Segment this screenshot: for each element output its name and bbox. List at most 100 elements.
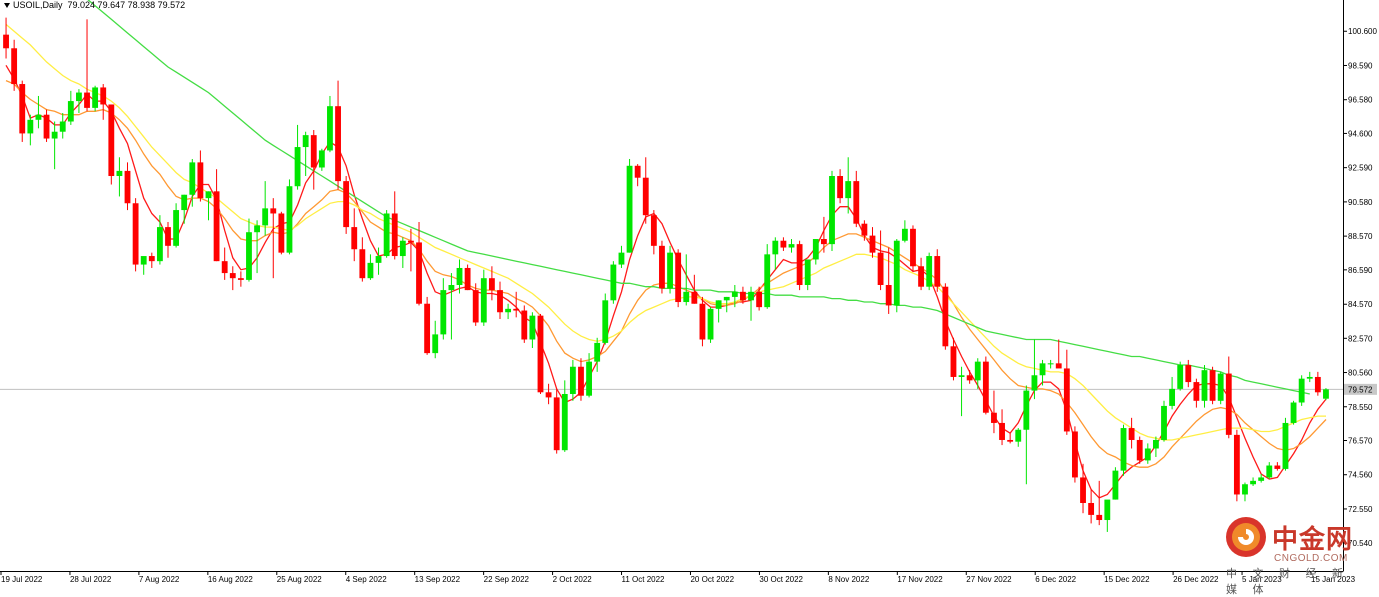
candle-body (286, 186, 293, 253)
candle-body (804, 259, 811, 285)
price-tick-label: 88.570 (1348, 232, 1373, 241)
candle (189, 158, 196, 207)
time-tick-label: 25 Aug 2022 (277, 575, 322, 584)
candle-body (1193, 382, 1200, 401)
candle-body (1217, 373, 1224, 401)
candle (1274, 462, 1281, 471)
candle-body (11, 48, 18, 85)
candle-body (1266, 465, 1273, 478)
candle (1112, 467, 1119, 500)
candle (796, 240, 803, 291)
candle-body (642, 177, 649, 216)
time-tick-label: 26 Dec 2022 (1173, 575, 1219, 584)
candle-body (918, 266, 924, 287)
time-tick-label: 8 Nov 2022 (828, 575, 869, 584)
time-tick-label: 19 Jul 2022 (1, 575, 43, 584)
candle-body (885, 285, 892, 306)
price-tick-label: 94.600 (1348, 129, 1373, 138)
candle (1047, 359, 1054, 369)
candle (383, 210, 390, 258)
price-tick-label: 100.600 (1348, 27, 1377, 36)
price-tick-label: 96.580 (1348, 96, 1373, 105)
candle-body (1306, 376, 1313, 379)
candle-body (1298, 378, 1305, 403)
candle-body (594, 342, 601, 362)
candle (480, 269, 487, 326)
candle (1306, 371, 1313, 383)
candle-body (578, 366, 584, 396)
candle (1128, 417, 1135, 449)
candle (675, 249, 682, 308)
candle-body (999, 422, 1005, 440)
candle-body (254, 225, 260, 233)
candle (246, 218, 252, 282)
candle (181, 194, 188, 224)
candle-body (262, 208, 269, 226)
candle (1088, 489, 1095, 524)
candle-body (715, 300, 722, 309)
candle-body (480, 278, 487, 323)
candle (310, 130, 317, 190)
candle-body (683, 291, 690, 303)
time-tick-label: 2 Oct 2022 (553, 575, 593, 584)
candle (999, 409, 1005, 446)
candle-body (197, 162, 204, 199)
candle (853, 170, 860, 228)
candle (594, 337, 601, 372)
candle (1015, 428, 1022, 447)
candle (1161, 400, 1167, 442)
candle-body (893, 240, 900, 306)
candle (108, 104, 115, 185)
candle (440, 278, 447, 340)
candle-body (796, 244, 803, 285)
candle (343, 176, 350, 234)
candle-body (488, 278, 495, 291)
candle-body (958, 375, 965, 377)
candle (19, 80, 26, 142)
candle (27, 114, 34, 146)
candle-body (1314, 376, 1321, 393)
candle (156, 215, 163, 265)
candle-body (440, 290, 447, 335)
candle (966, 370, 973, 384)
time-tick-label: 20 Oct 2022 (690, 575, 734, 584)
symbol-name: USOIL,Daily (13, 0, 63, 10)
candle (918, 257, 924, 291)
candle-body (359, 249, 366, 279)
candle (1136, 436, 1143, 464)
price-tick-label: 80.560 (1348, 369, 1373, 378)
candle (327, 95, 333, 153)
candle (1242, 482, 1248, 502)
candle (521, 305, 528, 343)
candle-body (221, 261, 228, 274)
candle-body (553, 397, 560, 451)
candle (270, 198, 277, 279)
candle-body (569, 366, 576, 394)
candle-body (189, 162, 196, 195)
candle (221, 247, 228, 280)
candle (602, 293, 609, 345)
candle-body (148, 256, 155, 262)
candle (513, 291, 520, 318)
candle-body (108, 104, 115, 177)
candle-body (1015, 429, 1022, 442)
candle (140, 256, 147, 275)
dropdown-triangle-icon[interactable] (4, 3, 10, 9)
candle-body (335, 106, 341, 182)
candle (237, 271, 244, 287)
candle (472, 283, 479, 326)
price-tick-label: 86.590 (1348, 266, 1373, 275)
time-tick-label: 28 Jul 2022 (70, 575, 112, 584)
candle (553, 388, 560, 454)
candle (650, 210, 657, 255)
candle-body (367, 262, 374, 279)
candle (812, 239, 819, 265)
candle-body (901, 228, 908, 241)
candle-body (513, 308, 520, 311)
candle (132, 198, 139, 272)
candle-body (1161, 405, 1167, 440)
candle-body (731, 291, 738, 297)
candle-body (537, 315, 544, 393)
cngold-watermark: 中金网 CNGOLD.COM 中 文 财 经 新 媒 体 (1222, 515, 1372, 596)
candle-body (1250, 480, 1256, 485)
